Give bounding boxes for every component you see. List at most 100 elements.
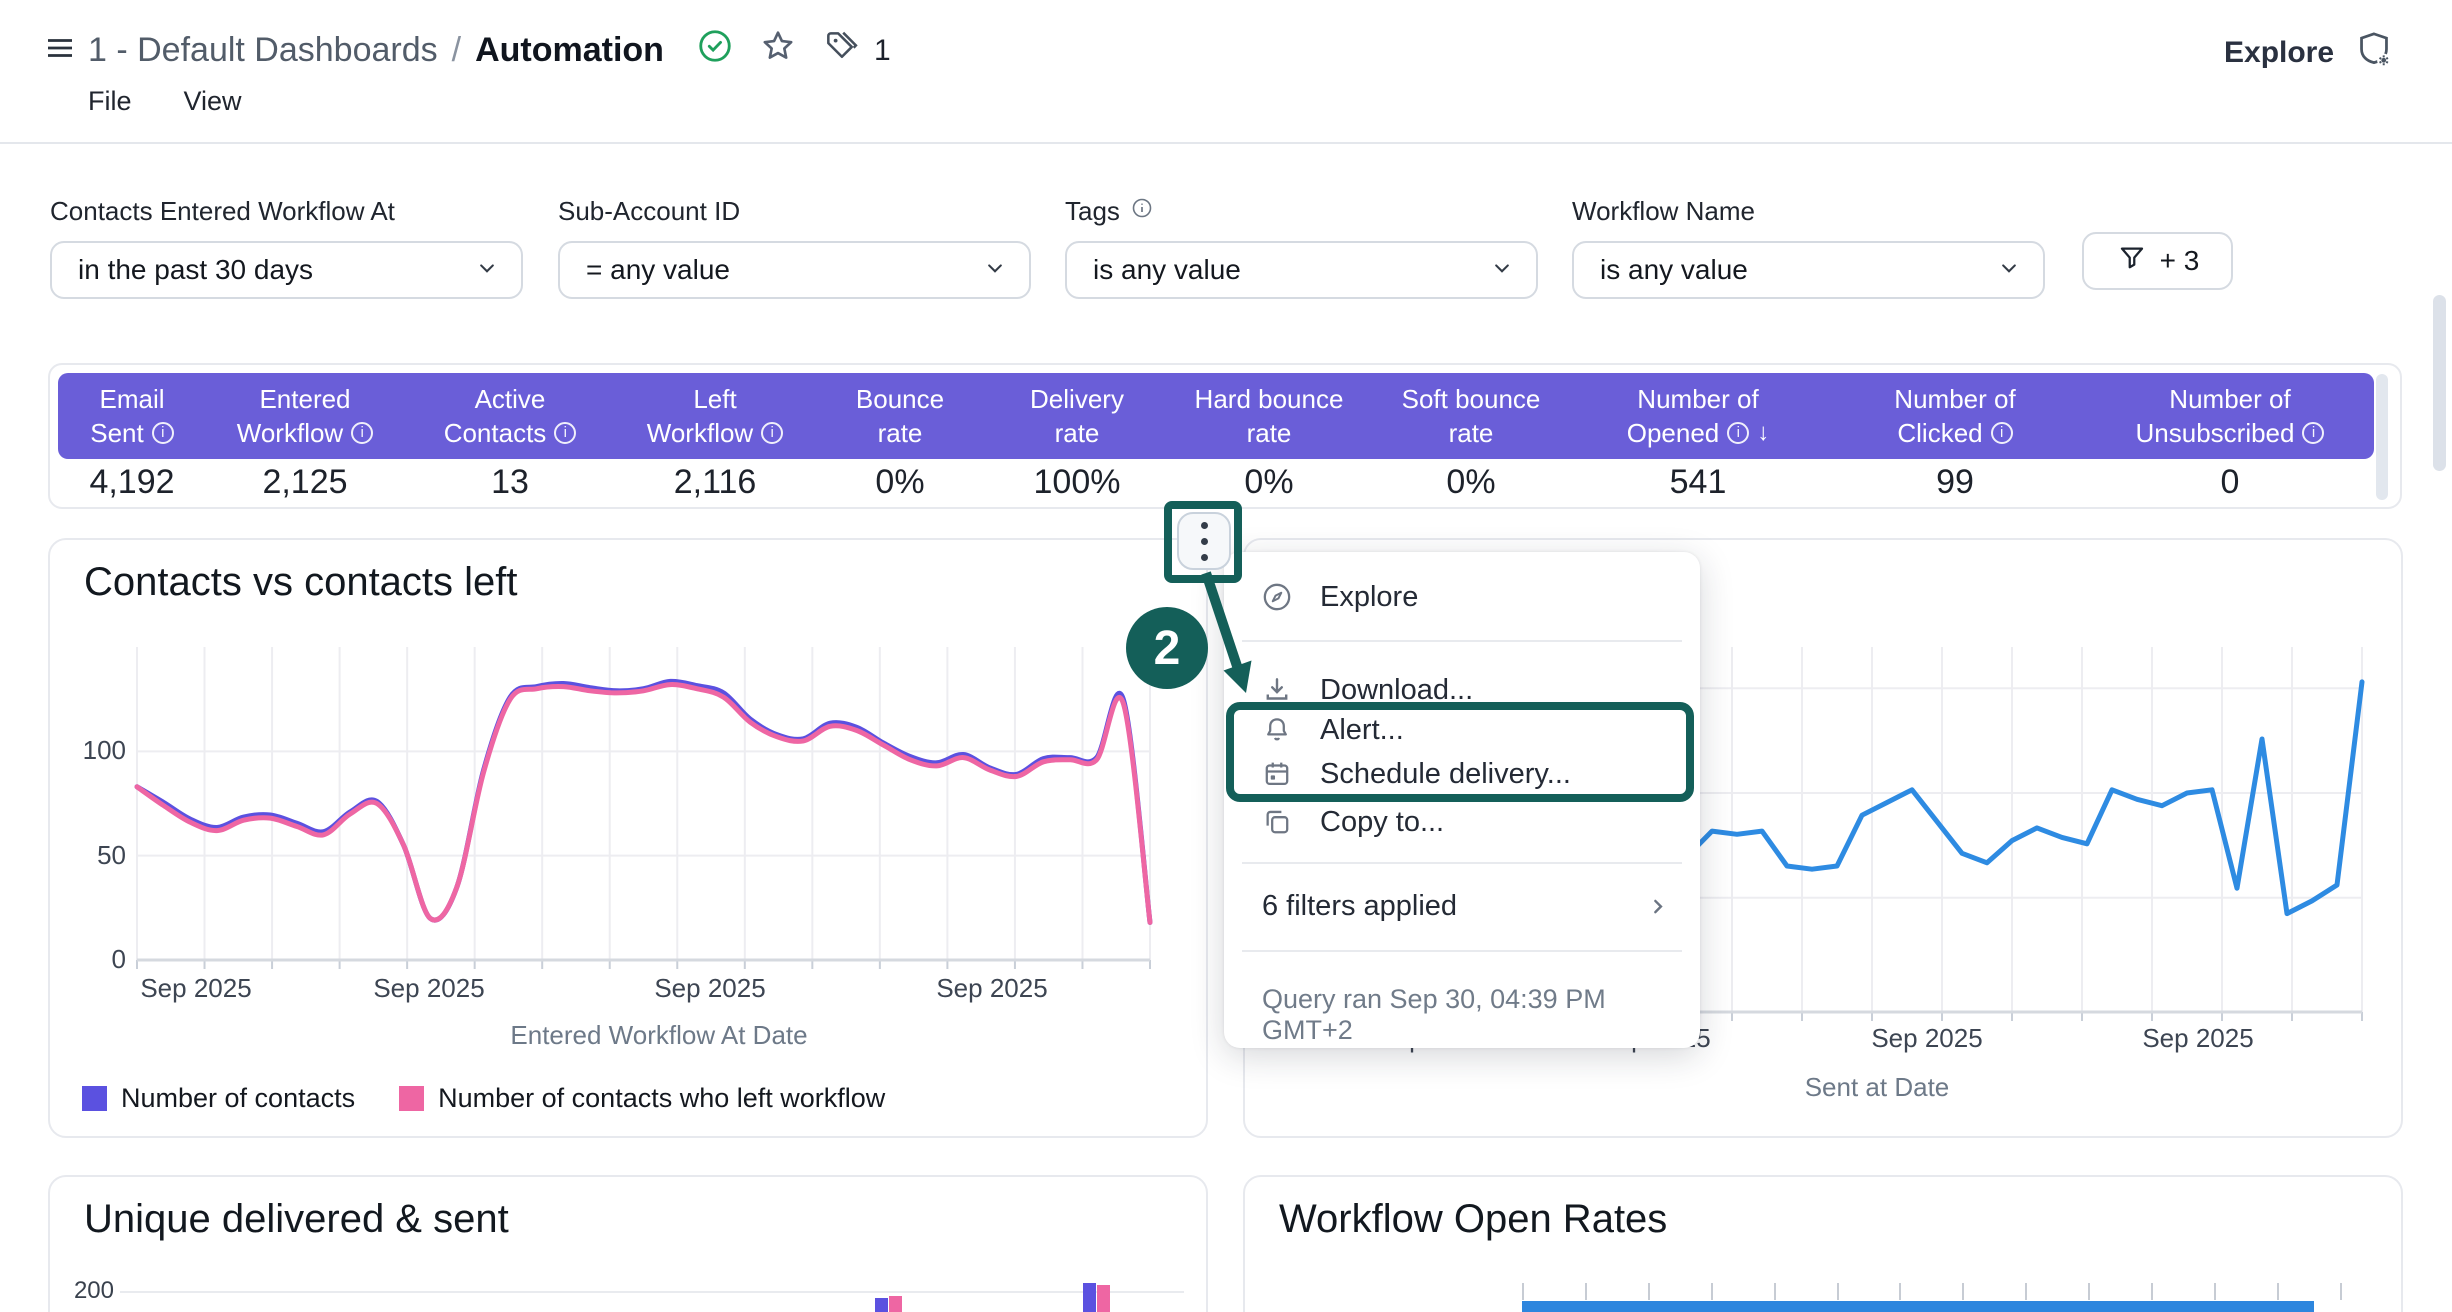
- tile-context-menu: Explore Download... Alert... Schedule deliv…: [1224, 552, 1700, 1048]
- filter-select[interactable]: in the past 30 days: [50, 241, 523, 299]
- table-column-header[interactable]: Soft bounce rate: [1401, 383, 1541, 448]
- table-cell-value: 100%: [1033, 462, 1121, 501]
- chevron-down-icon: [981, 254, 1009, 287]
- table-scrollbar[interactable]: [2376, 374, 2388, 500]
- table-cell-value: 0%: [1244, 462, 1294, 501]
- legend-item: Number of contacts: [82, 1083, 355, 1114]
- table-cell-value: 0%: [1446, 462, 1496, 501]
- compass-icon: [1260, 580, 1294, 619]
- table-cell-value: 13: [491, 462, 529, 501]
- axis-tick: [2339, 1283, 2342, 1300]
- axis-tick: [1836, 1283, 1839, 1300]
- table-cell-value: 0%: [875, 462, 925, 501]
- table-column-header[interactable]: Number of Unsubscribed i: [2086, 373, 2374, 459]
- contacts-x-axis-title: Entered Workflow At Date: [510, 1020, 808, 1050]
- y-tick-label: 100: [82, 735, 126, 766]
- summary-table-value-row: 4,192 2,125 13 2,116 0% 100% 0% 0% 541 99 0: [58, 459, 2374, 505]
- legend-swatch: [399, 1086, 425, 1111]
- axis-tick: [2213, 1283, 2216, 1300]
- table-column-header[interactable]: Number of Opened i ↓: [1626, 383, 1770, 448]
- open-rates-bar[interactable]: [1522, 1301, 2314, 1312]
- filter-label: Tags: [1065, 196, 1538, 227]
- table-cell-value: 2,116: [673, 462, 757, 501]
- info-icon: i: [151, 421, 174, 444]
- axis-tick: [2276, 1283, 2279, 1300]
- menu-item-alert[interactable]: Alert...: [1224, 706, 1700, 754]
- shield-settings-icon[interactable]: [2352, 28, 2396, 77]
- favorite-star-icon[interactable]: [758, 26, 798, 75]
- breadcrumb: 1 - Default Dashboards / Automation 1: [88, 26, 891, 75]
- table-cell-value: 4,192: [89, 462, 175, 501]
- filter-label: Workflow Name: [1572, 196, 1756, 226]
- hamburger-menu-icon[interactable]: [42, 30, 78, 71]
- info-icon: i: [761, 421, 784, 444]
- menu-divider: [1242, 862, 1682, 864]
- delivered-bar[interactable]: [1096, 1285, 1110, 1312]
- filter-4: Workflow Name is any value: [1572, 196, 2045, 299]
- delivered-ytick-200: 200: [73, 1277, 114, 1304]
- table-cell-value: 99: [1936, 462, 1974, 501]
- menu-view[interactable]: View: [183, 86, 242, 116]
- legend-swatch: [82, 1086, 107, 1111]
- filter-1: Contacts Entered Workflow At in the past …: [50, 196, 523, 299]
- delivered-bar[interactable]: [875, 1298, 889, 1312]
- table-column-header[interactable]: Email Sent i: [58, 373, 206, 459]
- download-icon: [1260, 673, 1294, 712]
- delivered-bar[interactable]: [889, 1296, 903, 1312]
- table-column-header[interactable]: Number of Clicked i: [1894, 383, 2016, 448]
- table-column-header[interactable]: Hard bounce rate: [1194, 383, 1344, 448]
- menu-divider: [1242, 640, 1682, 642]
- menu-file[interactable]: File: [88, 86, 132, 116]
- explore-link[interactable]: Explore: [2224, 36, 2335, 69]
- menu-item-copy-to[interactable]: Copy to...: [1224, 798, 1700, 846]
- info-icon: i: [2302, 421, 2325, 444]
- more-filters-button[interactable]: + 3: [2082, 232, 2233, 290]
- delivered-chart-title: Unique delivered & sent: [84, 1197, 509, 1241]
- breadcrumb-separator: /: [451, 31, 462, 69]
- validated-check-icon: [696, 27, 734, 74]
- axis-tick: [2088, 1283, 2091, 1300]
- axis-tick: [1773, 1283, 1776, 1300]
- open-rates-chart-title: Workflow Open Rates: [1279, 1197, 1668, 1241]
- filter-select[interactable]: is any value: [1572, 241, 2045, 299]
- filter-select[interactable]: = any value: [558, 241, 1031, 299]
- table-column-header[interactable]: Delivery rate: [1030, 383, 1124, 448]
- menu-item-filters-applied[interactable]: 6 filters applied: [1224, 882, 1700, 930]
- summary-table-header-row: Email Sent i Entered Workflow i Active Contacts…: [58, 373, 2374, 459]
- filter-label: Contacts Entered Workflow At: [50, 196, 395, 226]
- bell-icon: [1260, 713, 1294, 752]
- delivered-gridline: [120, 1291, 1184, 1293]
- tile-kebab-menu-button[interactable]: [1177, 512, 1231, 570]
- contacts-chart-title: Contacts vs contacts left: [84, 560, 518, 604]
- info-icon: i: [1990, 421, 2013, 444]
- funnel-icon: [2116, 242, 2148, 281]
- sent-x-axis-title: Sent at Date: [1804, 1072, 1950, 1102]
- menu-item-download[interactable]: Download...: [1224, 666, 1700, 714]
- page-title: Automation: [475, 31, 664, 69]
- chevron-down-icon: [1995, 254, 2023, 287]
- menu-bar: File View: [88, 86, 242, 117]
- axis-tick: [2025, 1283, 2028, 1300]
- copy-icon: [1260, 805, 1294, 844]
- info-icon: i: [351, 421, 374, 444]
- table-column-header[interactable]: Entered Workflow i: [206, 373, 404, 459]
- table-column-header[interactable]: Left Workflow i: [616, 373, 814, 459]
- delivered-bar[interactable]: [1082, 1282, 1096, 1312]
- menu-item-explore[interactable]: Explore: [1224, 573, 1700, 621]
- table-column-header[interactable]: Active Contacts i: [404, 373, 616, 459]
- axis-tick: [1899, 1283, 1902, 1300]
- sort-desc-icon: ↓: [1757, 418, 1770, 446]
- table-cell-value: 2,125: [262, 462, 348, 501]
- y-tick-label: 50: [97, 839, 126, 870]
- table-column-header[interactable]: Bounce rate: [855, 383, 945, 448]
- query-ran-timestamp: Query ran Sep 30, 04:39 PM GMT+2: [1262, 984, 1606, 1045]
- tags-icon[interactable]: [822, 27, 860, 74]
- menu-item-schedule-delivery[interactable]: Schedule delivery...: [1224, 750, 1700, 798]
- breadcrumb-folder[interactable]: 1 - Default Dashboards: [88, 31, 438, 69]
- contacts-legend: Number of contacts Number of contacts who…: [82, 1083, 885, 1114]
- axis-tick: [1522, 1283, 1524, 1300]
- contacts-line-chart[interactable]: [50, 540, 1208, 1138]
- more-filters-count: + 3: [2159, 245, 2200, 276]
- page-scrollbar-thumb[interactable]: [2433, 295, 2446, 471]
- filter-select[interactable]: is any value: [1065, 241, 1538, 299]
